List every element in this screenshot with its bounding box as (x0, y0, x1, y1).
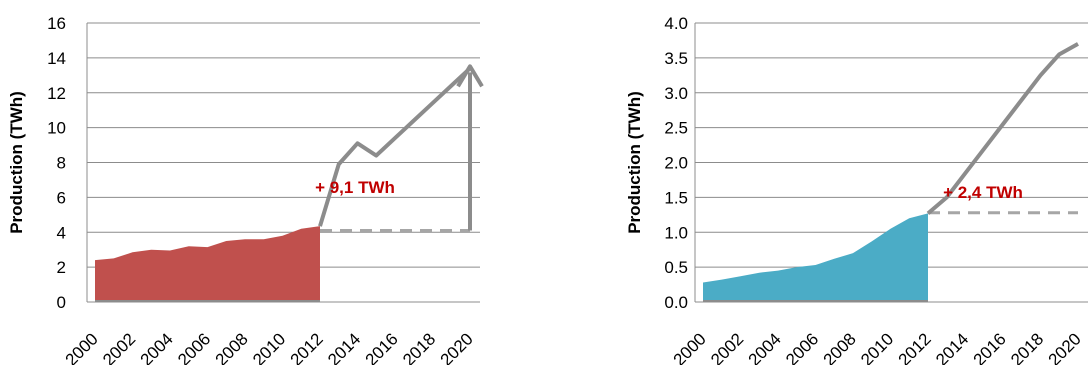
x-tick-label: 2012 (287, 329, 327, 365)
projection-line (318, 66, 472, 227)
x-tick-label: 2010 (857, 329, 897, 365)
y-tick-label: 10 (47, 119, 66, 138)
increase-annotation: + 2,4 TWh (943, 183, 1023, 202)
y-tick-label: 16 (47, 14, 66, 33)
y-tick-label: 0.0 (664, 293, 688, 312)
y-tick-label: 0 (57, 293, 66, 312)
x-tick-label: 2006 (174, 329, 214, 365)
x-tick-label: 2014 (324, 329, 364, 365)
increase-annotation: + 9,1 TWh (315, 178, 395, 197)
x-tick-label: 2002 (707, 329, 747, 365)
y-axis-label: Production (TWh) (7, 91, 26, 234)
y-tick-label: 3.5 (664, 49, 688, 68)
y-tick-label: 14 (47, 49, 66, 68)
increase-arrow-head (456, 64, 484, 88)
y-tick-label: 4 (57, 223, 66, 242)
y-tick-label: 6 (57, 188, 66, 207)
y-tick-label: 3.0 (664, 84, 688, 103)
x-tick-label: 2002 (99, 329, 139, 365)
x-tick-label: 2018 (399, 329, 439, 365)
projection-line (926, 42, 1079, 215)
y-tick-label: 2 (57, 258, 66, 277)
chart-solar-production: 0.0 0.5 1.0 1.5 2.0 2.5 3.0 3.5 4.0 Production (T… (625, 14, 1088, 365)
y-tick-label: 4.0 (664, 14, 688, 33)
x-tick-label: 2006 (782, 329, 822, 365)
x-tick-label: 2010 (249, 329, 289, 365)
y-tick-label: 12 (47, 84, 66, 103)
x-tick-label: 2008 (212, 329, 252, 365)
x-tick-label: 2000 (62, 329, 102, 365)
x-tick-label: 2000 (670, 329, 710, 365)
historical-area (703, 213, 928, 302)
historical-area (95, 226, 320, 302)
y-tick-label: 2.5 (664, 119, 688, 138)
x-tick-label: 2016 (970, 329, 1010, 365)
x-tick-label: 2020 (437, 329, 477, 365)
chart-wind-production: 0 2 4 6 8 10 12 14 16 Production (TWh) + 9,1 TWh 20… (7, 14, 484, 365)
y-tick-label: 0.5 (664, 258, 688, 277)
x-tick-label: 2018 (1007, 329, 1047, 365)
y-tick-label: 8 (57, 154, 66, 173)
x-tick-label: 2004 (137, 329, 177, 365)
x-tick-label: 2016 (362, 329, 402, 365)
x-tick-label: 2020 (1045, 329, 1085, 365)
y-tick-label: 2.0 (664, 154, 688, 173)
x-tick-label: 2012 (895, 329, 935, 365)
x-tick-label: 2004 (745, 329, 785, 365)
y-tick-label: 1.0 (664, 223, 688, 242)
x-tick-label: 2008 (820, 329, 860, 365)
y-axis-label: Production (TWh) (625, 91, 644, 234)
x-tick-label: 2014 (932, 329, 972, 365)
y-tick-label: 1.5 (664, 188, 688, 207)
